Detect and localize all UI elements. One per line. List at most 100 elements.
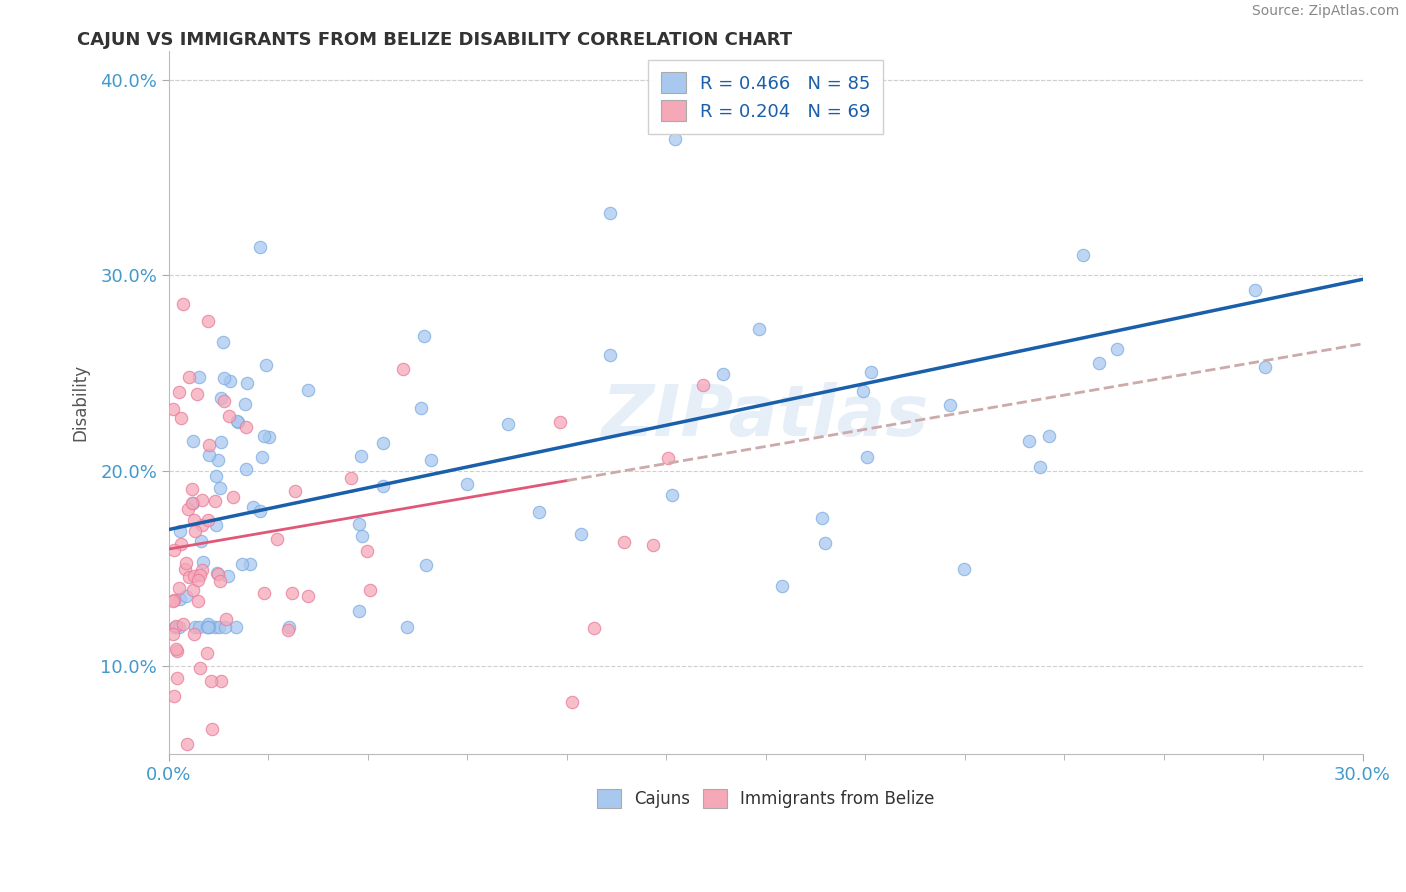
Point [197,314,219,328]
Point [419,453,441,467]
Point [1071,247,1094,261]
Point [183,496,205,510]
Point [188,620,211,634]
Point [174,556,197,570]
Point [212,334,235,349]
Point [242,500,264,514]
Point [200,673,222,688]
Point [239,557,262,571]
Point [201,723,224,737]
Point [181,583,204,598]
Legend: Cajuns, Immigrants from Belize: Cajuns, Immigrants from Belize [589,780,942,816]
Point [280,586,302,600]
Point [176,738,198,752]
Point [359,583,381,598]
Point [195,646,218,660]
Point [1038,429,1060,443]
Point [772,578,794,592]
Point [412,329,434,343]
Point [170,536,193,550]
Y-axis label: Disability: Disability [72,364,89,441]
Point [163,542,186,557]
Point [748,322,770,336]
Point [1254,359,1277,374]
Point [197,620,219,634]
Point [214,371,236,385]
Point [205,517,228,532]
Point [661,488,683,502]
Point [711,368,734,382]
Point [226,415,249,429]
Point [197,620,219,634]
Point [212,394,235,409]
Point [172,616,194,631]
Point [184,620,207,634]
Point [1018,434,1040,448]
Point [165,619,187,633]
Point [529,504,551,518]
Point [371,479,394,493]
Point [225,620,247,634]
Point [266,532,288,546]
Point [548,415,571,429]
Point [205,566,228,581]
Text: ZIPatlas: ZIPatlas [602,382,929,451]
Point [180,482,202,496]
Point [277,623,299,637]
Point [236,376,259,391]
Point [207,453,229,467]
Point [209,391,232,405]
Point [187,574,209,588]
Point [852,384,875,398]
Point [235,420,257,434]
Point [1088,356,1111,370]
Point [692,377,714,392]
Point [225,414,247,428]
Point [350,529,373,543]
Point [613,534,636,549]
Point [205,469,228,483]
Point [186,386,208,401]
Point [349,516,371,531]
Point [209,673,232,688]
Point [197,616,219,631]
Point [204,493,226,508]
Point [373,435,395,450]
Point [183,513,205,527]
Point [181,434,204,448]
Point [254,358,277,372]
Point [415,558,437,572]
Point [183,626,205,640]
Point [209,435,232,450]
Point [166,644,188,658]
Point [219,374,242,388]
Point [811,510,834,524]
Point [169,524,191,538]
Point [195,620,218,634]
Point [249,504,271,518]
Point [188,567,211,582]
Point [208,481,231,495]
Point [169,591,191,606]
Point [181,495,204,509]
Point [297,589,319,603]
Point [169,411,191,425]
Point [498,417,520,431]
Point [814,536,837,550]
Point [249,240,271,254]
Point [163,690,186,704]
Point [561,695,583,709]
Point [165,620,187,634]
Point [162,401,184,416]
Point [233,396,256,410]
Point [599,206,621,220]
Point [191,555,214,569]
Point [177,570,200,584]
Point [198,438,221,452]
Point [235,462,257,476]
Point [191,562,214,576]
Point [599,347,621,361]
Point [208,574,231,588]
Point [340,471,363,485]
Point [162,627,184,641]
